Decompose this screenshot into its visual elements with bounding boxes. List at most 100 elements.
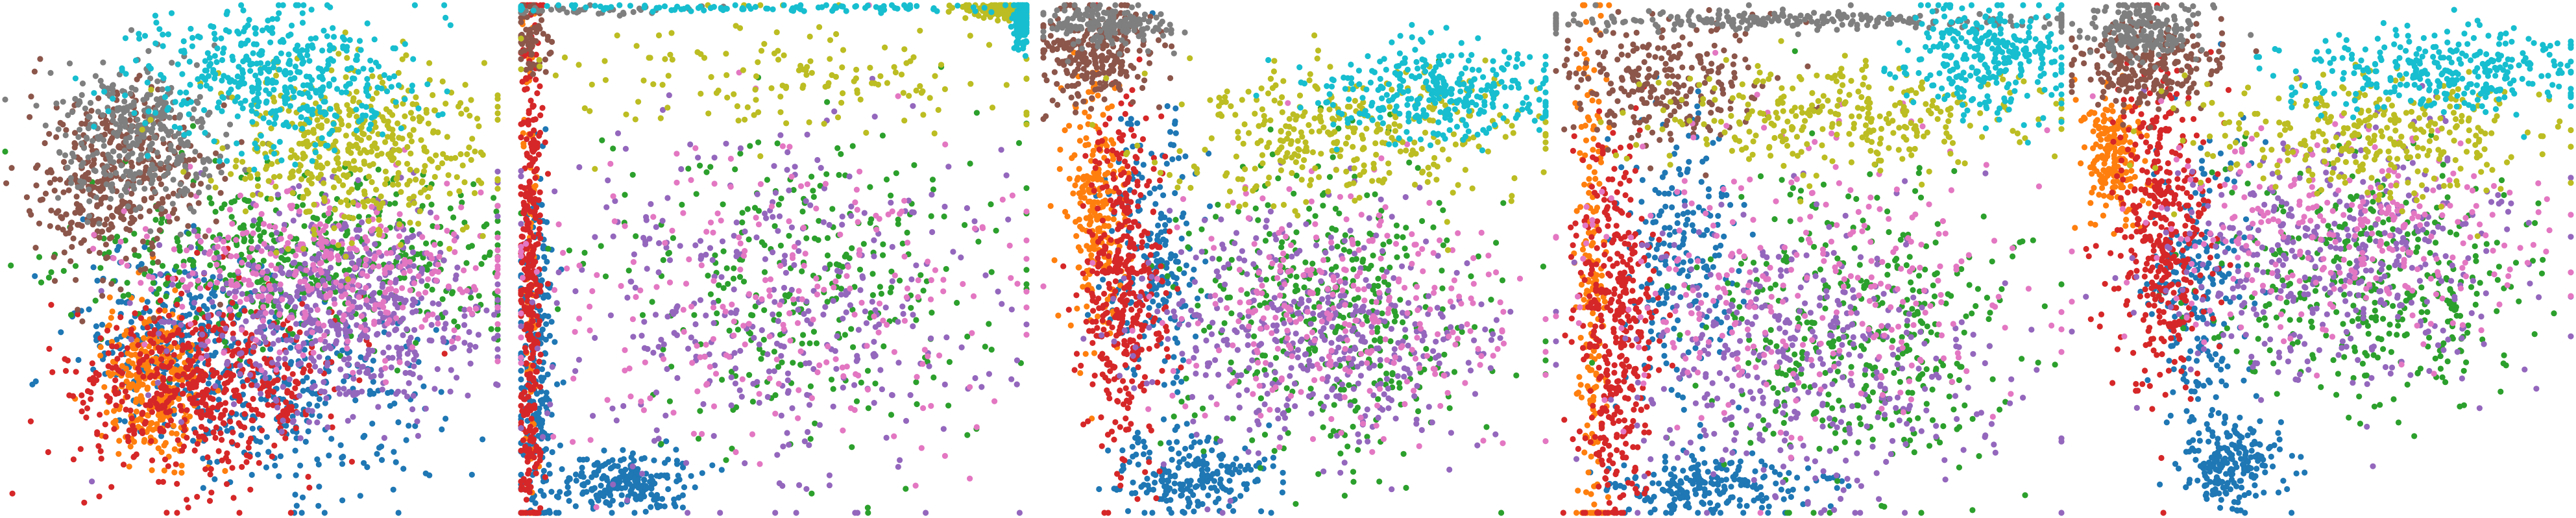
data-point: [77, 446, 84, 452]
data-point: [103, 216, 110, 223]
data-point: [109, 188, 115, 194]
data-point: [45, 275, 52, 281]
data-point: [415, 221, 422, 227]
data-point: [195, 233, 201, 240]
data-point: [332, 301, 338, 307]
data-point: [272, 224, 278, 230]
data-point: [55, 195, 62, 201]
data-point: [398, 241, 404, 248]
data-point: [311, 201, 317, 208]
data-point: [491, 336, 498, 342]
data-point: [458, 110, 465, 117]
data-point: [334, 86, 341, 92]
data-point: [75, 206, 82, 212]
data-point: [127, 300, 133, 306]
data-point: [128, 327, 135, 333]
data-point: [265, 402, 271, 408]
data-point: [191, 156, 197, 163]
data-point: [260, 304, 267, 310]
data-point: [493, 381, 500, 388]
data-point: [247, 62, 254, 68]
data-point: [290, 88, 297, 95]
data-point: [263, 110, 269, 116]
data-point: [110, 255, 117, 262]
data-point: [86, 213, 93, 219]
data-point: [193, 98, 200, 105]
data-point: [300, 340, 307, 347]
data-point: [138, 280, 144, 286]
data-point: [220, 420, 226, 426]
data-point: [142, 265, 149, 272]
data-point: [133, 142, 140, 148]
data-point: [131, 216, 138, 223]
data-point: [410, 393, 417, 399]
data-point: [341, 312, 347, 319]
data-point: [230, 321, 236, 327]
data-point: [476, 123, 482, 130]
data-point: [337, 117, 345, 124]
data-point: [344, 345, 350, 352]
data-point: [265, 178, 272, 184]
data-point: [79, 318, 86, 325]
data-point: [298, 55, 306, 62]
data-point: [31, 68, 38, 75]
data-point: [275, 2, 282, 8]
data-point: [138, 393, 144, 399]
data-point: [446, 190, 453, 197]
data-point: [312, 364, 319, 370]
data-point: [209, 367, 215, 373]
data-point: [293, 502, 300, 509]
data-point: [537, 487, 544, 494]
data-point: [491, 195, 497, 201]
data-point: [243, 459, 250, 465]
data-point: [431, 241, 438, 248]
data-point: [69, 108, 76, 116]
data-point: [143, 365, 150, 371]
data-point: [149, 251, 156, 257]
data-point: [148, 438, 154, 445]
data-point: [265, 449, 272, 455]
data-point: [216, 158, 223, 164]
data-point: [191, 395, 197, 401]
data-point: [71, 144, 78, 151]
data-point: [111, 408, 117, 414]
data-point: [315, 282, 322, 289]
data-point: [518, 471, 524, 478]
data-point: [121, 98, 128, 105]
data-point: [208, 23, 214, 29]
data-point: [66, 60, 73, 67]
data-point: [309, 408, 315, 414]
data-point: [589, 474, 595, 480]
data-point: [417, 208, 424, 214]
data-point: [435, 315, 441, 321]
data-point: [637, 483, 644, 490]
data-point: [358, 219, 365, 226]
data-point: [379, 114, 386, 121]
data-point: [424, 266, 431, 273]
data-point: [156, 227, 163, 234]
data-point: [312, 35, 319, 42]
data-point: [298, 114, 304, 121]
data-point: [220, 49, 226, 56]
data-point: [308, 180, 315, 187]
data-point: [207, 262, 213, 269]
data-point: [90, 245, 97, 252]
data-point: [186, 130, 192, 136]
data-point: [273, 55, 280, 62]
data-point: [288, 407, 295, 413]
data-point: [326, 452, 332, 459]
data-point: [292, 447, 298, 454]
data-point: [641, 476, 648, 483]
data-point: [370, 358, 376, 364]
data-point: [317, 221, 324, 227]
data-point: [242, 167, 249, 173]
data-point: [403, 437, 409, 443]
data-point: [132, 86, 139, 93]
data-point: [346, 355, 352, 362]
data-point: [185, 171, 191, 178]
data-point: [284, 417, 291, 424]
data-point: [353, 56, 359, 63]
data-point: [406, 258, 413, 265]
data-point: [354, 114, 360, 120]
data-point: [245, 56, 252, 64]
